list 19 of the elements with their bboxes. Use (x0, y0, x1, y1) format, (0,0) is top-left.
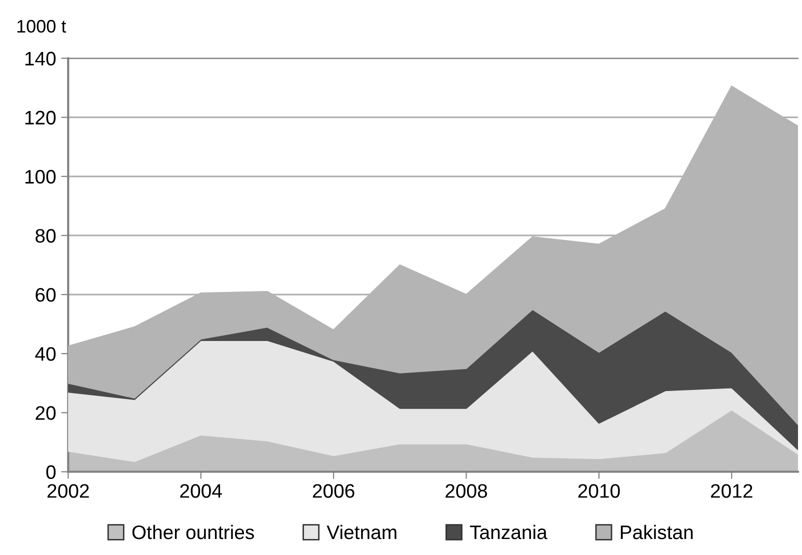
y-tick-label: 60 (36, 288, 56, 302)
x-tick-label: 2010 (578, 484, 620, 498)
legend-label: Vietnam (326, 524, 396, 540)
y-axis-title: 1000 t (17, 20, 66, 33)
x-tick-label: 2008 (446, 484, 488, 498)
y-tick-label: 100 (25, 170, 56, 184)
y-tick-label: 20 (36, 406, 56, 420)
x-tick-label: 2004 (180, 484, 222, 498)
y-tick-label: 140 (25, 52, 56, 66)
y-tick-label: 120 (25, 110, 56, 125)
x-tick-label: 2012 (710, 484, 752, 498)
legend-label: Tanzania (470, 524, 548, 540)
legend-label: Other ountries (132, 524, 254, 540)
y-tick-label: 0 (46, 465, 56, 479)
y-tick-label: 80 (36, 228, 56, 243)
y-tick-label: 40 (35, 347, 56, 361)
legend-label: Pakistan (620, 524, 693, 540)
x-tick-label: 2006 (312, 484, 354, 498)
x-tick-label: 2002 (48, 484, 89, 498)
